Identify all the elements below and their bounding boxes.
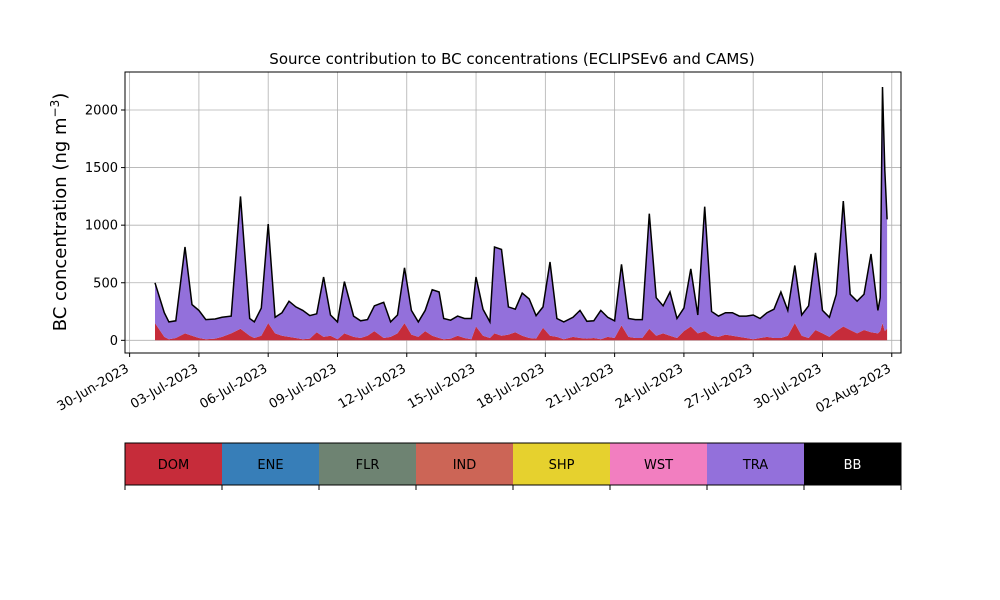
x-tick-label: 12-Jul-2023 bbox=[336, 361, 409, 412]
legend-swatch-shp bbox=[513, 443, 610, 485]
y-axis-label: BC concentration (ng m−3) bbox=[48, 93, 71, 332]
x-tick-label: 15-Jul-2023 bbox=[405, 361, 478, 412]
y-axis: 0 500 1000 1500 2000 bbox=[85, 104, 125, 349]
x-tick-label: 24-Jul-2023 bbox=[613, 361, 686, 412]
x-tick-label: 18-Jul-2023 bbox=[475, 361, 548, 412]
color-legend: DOM ENE FLR IND SHP WST TRA BB bbox=[124, 442, 902, 490]
area-dom bbox=[155, 323, 888, 341]
legend-swatch-tra bbox=[707, 443, 804, 485]
y-tick-label: 1000 bbox=[85, 219, 118, 234]
legend-swatch-wst bbox=[610, 443, 707, 485]
chart-title: Source contribution to BC concentrations… bbox=[269, 50, 754, 68]
total-line bbox=[154, 86, 888, 325]
grid-lines bbox=[125, 72, 901, 353]
legend-label-dom: DOM bbox=[158, 458, 189, 473]
legend-label-tra: TRA bbox=[742, 458, 768, 473]
legend-swatch-ene bbox=[222, 443, 319, 485]
legend-label-bb: BB bbox=[844, 458, 862, 473]
axes-frame bbox=[124, 71, 902, 354]
y-tick-label: 1500 bbox=[85, 161, 118, 176]
x-tick-label: 06-Jul-2023 bbox=[197, 361, 270, 412]
x-tick-label: 02-Aug-2023 bbox=[813, 361, 893, 416]
legend-label-shp: SHP bbox=[549, 458, 575, 473]
x-axis: 30-Jun-202303-Jul-202306-Jul-202309-Jul-… bbox=[55, 353, 894, 417]
legend-label-ind: IND bbox=[453, 458, 477, 473]
legend-swatch-dom bbox=[125, 443, 222, 485]
x-tick-label: 27-Jul-2023 bbox=[682, 361, 755, 412]
legend-swatch-ind bbox=[416, 443, 513, 485]
y-axis-label-main: BC concentration (ng m bbox=[50, 117, 71, 331]
y-axis-label-sup: −3 bbox=[48, 100, 62, 118]
legend-label-ene: ENE bbox=[257, 458, 283, 473]
legend-swatch-bb bbox=[804, 443, 901, 485]
x-tick-label: 21-Jul-2023 bbox=[544, 361, 617, 412]
x-tick-label: 09-Jul-2023 bbox=[267, 361, 340, 412]
legend-swatch-flr bbox=[319, 443, 416, 485]
x-tick-label: 03-Jul-2023 bbox=[128, 361, 201, 412]
area-tra bbox=[155, 87, 888, 340]
y-tick-label: 0 bbox=[110, 334, 118, 349]
legend-label-wst: WST bbox=[644, 458, 673, 473]
y-tick-label: 500 bbox=[93, 276, 118, 291]
y-axis-label-close: ) bbox=[50, 93, 71, 100]
plot-area bbox=[154, 86, 888, 341]
x-tick-label: 30-Jun-2023 bbox=[55, 361, 132, 414]
legend-label-flr: FLR bbox=[356, 458, 380, 473]
y-tick-label: 2000 bbox=[85, 104, 118, 119]
